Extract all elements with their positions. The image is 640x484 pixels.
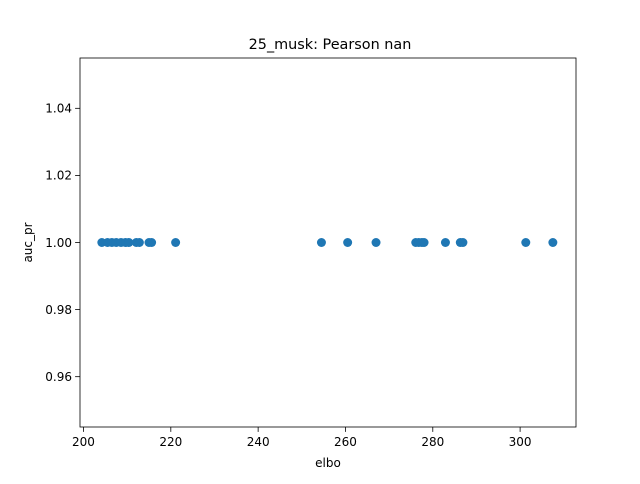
data-point xyxy=(343,238,353,247)
data-points xyxy=(97,238,558,247)
plot-frame xyxy=(79,57,577,428)
x-tick-label: 280 xyxy=(421,435,444,449)
data-point xyxy=(548,238,558,247)
data-point xyxy=(124,238,134,247)
y-tick-label: 1.02 xyxy=(45,169,72,183)
data-point xyxy=(316,238,326,247)
y-tick-label: 0.98 xyxy=(45,303,72,317)
y-axis-label: auc_pr xyxy=(21,222,35,262)
x-tick-label: 260 xyxy=(334,435,357,449)
data-point xyxy=(147,238,157,247)
x-tick-label: 240 xyxy=(247,435,270,449)
data-point xyxy=(134,238,144,247)
data-point xyxy=(171,238,181,247)
data-point xyxy=(521,238,531,247)
y-tick-label: 0.96 xyxy=(45,370,72,384)
data-point xyxy=(371,238,381,247)
y-axis-ticks: 0.96 0.98 1.00 1.02 1.04 xyxy=(45,102,80,384)
data-point xyxy=(458,238,468,247)
x-tick-label: 300 xyxy=(509,435,532,449)
x-axis-ticks: 200 220 240 260 280 300 xyxy=(72,427,532,449)
chart-title: 25_musk: Pearson nan xyxy=(249,37,412,53)
y-tick-label: 1.04 xyxy=(45,102,72,116)
data-point xyxy=(440,238,450,247)
data-point xyxy=(419,238,429,247)
x-tick-label: 200 xyxy=(72,435,95,449)
y-tick-label: 1.00 xyxy=(45,236,72,250)
x-axis-label: elbo xyxy=(315,456,341,470)
x-tick-label: 220 xyxy=(159,435,182,449)
